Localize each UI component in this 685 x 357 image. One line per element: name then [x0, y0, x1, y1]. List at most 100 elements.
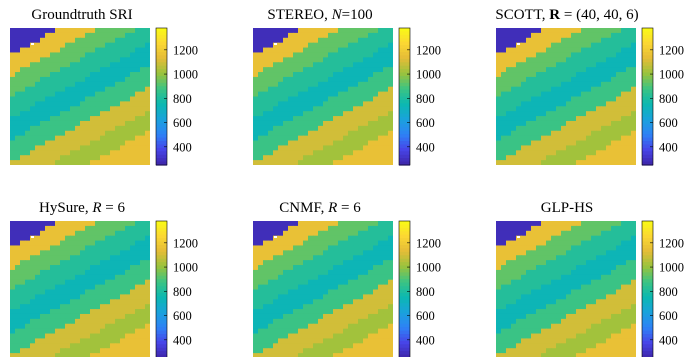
heatmap-cell — [145, 42, 150, 49]
heatmap-cell — [75, 86, 81, 93]
heatmap-cell — [333, 274, 339, 281]
heatmap-cell — [10, 150, 16, 156]
heatmap-cell — [35, 135, 41, 142]
heatmap-cell — [258, 86, 264, 93]
heatmap-cell — [140, 140, 146, 147]
heatmap-cell — [130, 160, 136, 165]
heatmap-cell — [626, 155, 632, 161]
heatmap-cell — [516, 289, 522, 295]
heatmap-cell — [283, 62, 289, 68]
heatmap-cell — [80, 328, 86, 335]
heatmap-cell — [303, 353, 309, 357]
heatmap-cell — [496, 140, 502, 147]
heatmap-cell — [135, 328, 141, 335]
heatmap-cell — [571, 62, 577, 68]
heatmap-cell — [383, 62, 389, 68]
heatmap-cell — [601, 343, 607, 349]
heatmap-cell — [323, 86, 329, 93]
heatmap-cell — [130, 86, 136, 93]
heatmap-cell — [268, 269, 274, 276]
heatmap-cell — [40, 304, 46, 310]
heatmap-cell — [546, 245, 552, 251]
heatmap-cell — [55, 269, 61, 276]
heatmap-cell — [516, 140, 522, 147]
heatmap-cell — [10, 57, 16, 63]
heatmap-cell — [40, 245, 46, 251]
heatmap-cell — [506, 125, 512, 132]
heatmap-cell — [616, 130, 622, 137]
heatmap-cell — [125, 299, 131, 305]
heatmap-cell — [541, 333, 547, 340]
heatmap-cell — [85, 160, 91, 165]
heatmap-cell — [368, 294, 374, 300]
heatmap-cell — [496, 135, 502, 142]
heatmap-cell — [373, 313, 379, 320]
heatmap-cell — [100, 140, 106, 147]
heatmap-cell — [120, 96, 126, 102]
heatmap-cell — [511, 269, 517, 276]
heatmap-cell — [561, 255, 567, 261]
heatmap-cell — [90, 245, 96, 251]
heatmap-cell — [303, 150, 309, 156]
heatmap-cell — [120, 72, 126, 78]
heatmap-cell — [368, 120, 374, 127]
heatmap-cell — [268, 145, 274, 151]
heatmap-cell — [318, 328, 324, 335]
heatmap-cell — [25, 333, 31, 340]
heatmap-cell — [65, 155, 71, 161]
heatmap-cell — [258, 81, 264, 88]
heatmap-cell — [120, 348, 126, 354]
heatmap-cell — [358, 47, 364, 54]
heatmap-cell — [511, 145, 517, 151]
heatmap-cell — [368, 265, 374, 271]
heatmap-cell — [611, 116, 617, 122]
heatmap-cell — [551, 260, 557, 266]
heatmap-cell — [60, 150, 66, 156]
heatmap-cell — [511, 255, 517, 261]
heatmap-cell — [80, 274, 86, 281]
heatmap-cell — [85, 245, 91, 251]
heatmap-cell — [353, 28, 359, 34]
heatmap-cell — [501, 235, 507, 242]
heatmap-cell — [591, 240, 597, 247]
heatmap-cell — [556, 289, 562, 295]
heatmap-cell — [308, 37, 314, 44]
heatmap-cell — [581, 245, 587, 251]
heatmap-cell — [531, 225, 537, 232]
heatmap-cell — [50, 304, 56, 310]
heatmap-cell — [551, 230, 557, 237]
heatmap-cell — [80, 304, 86, 310]
heatmap-cell — [80, 284, 86, 291]
heatmap-cell — [333, 106, 339, 112]
heatmap-cell — [586, 135, 592, 142]
heatmap-cell — [348, 106, 354, 112]
heatmap-cell — [338, 155, 344, 161]
heatmap-cell — [15, 106, 21, 112]
heatmap-cell — [576, 260, 582, 266]
heatmap-cell — [145, 353, 150, 357]
heatmap-cell — [318, 106, 324, 112]
heatmap-cell — [323, 101, 329, 107]
heatmap-cell — [383, 111, 389, 117]
heatmap-cell — [526, 230, 532, 237]
heatmap-cell — [616, 135, 622, 142]
heatmap-cell — [268, 304, 274, 310]
heatmap-cell — [621, 86, 627, 93]
heatmap-cell — [338, 240, 344, 247]
heatmap-cell — [95, 155, 101, 161]
heatmap-cell — [253, 32, 259, 39]
heatmap-cell — [383, 269, 389, 276]
heatmap-cell — [85, 72, 91, 78]
heatmap-cell — [353, 145, 359, 151]
heatmap-cell — [516, 304, 522, 310]
heatmap-cell — [546, 67, 552, 73]
heatmap-cell — [283, 245, 289, 251]
heatmap-cell — [288, 135, 294, 142]
heatmap-cell — [30, 284, 36, 291]
heatmap-cell — [313, 294, 319, 300]
heatmap-cell — [135, 250, 141, 256]
heatmap-cell — [80, 225, 86, 232]
heatmap-cell — [611, 32, 617, 39]
heatmap-cell — [30, 274, 36, 281]
heatmap-cell — [258, 333, 264, 340]
